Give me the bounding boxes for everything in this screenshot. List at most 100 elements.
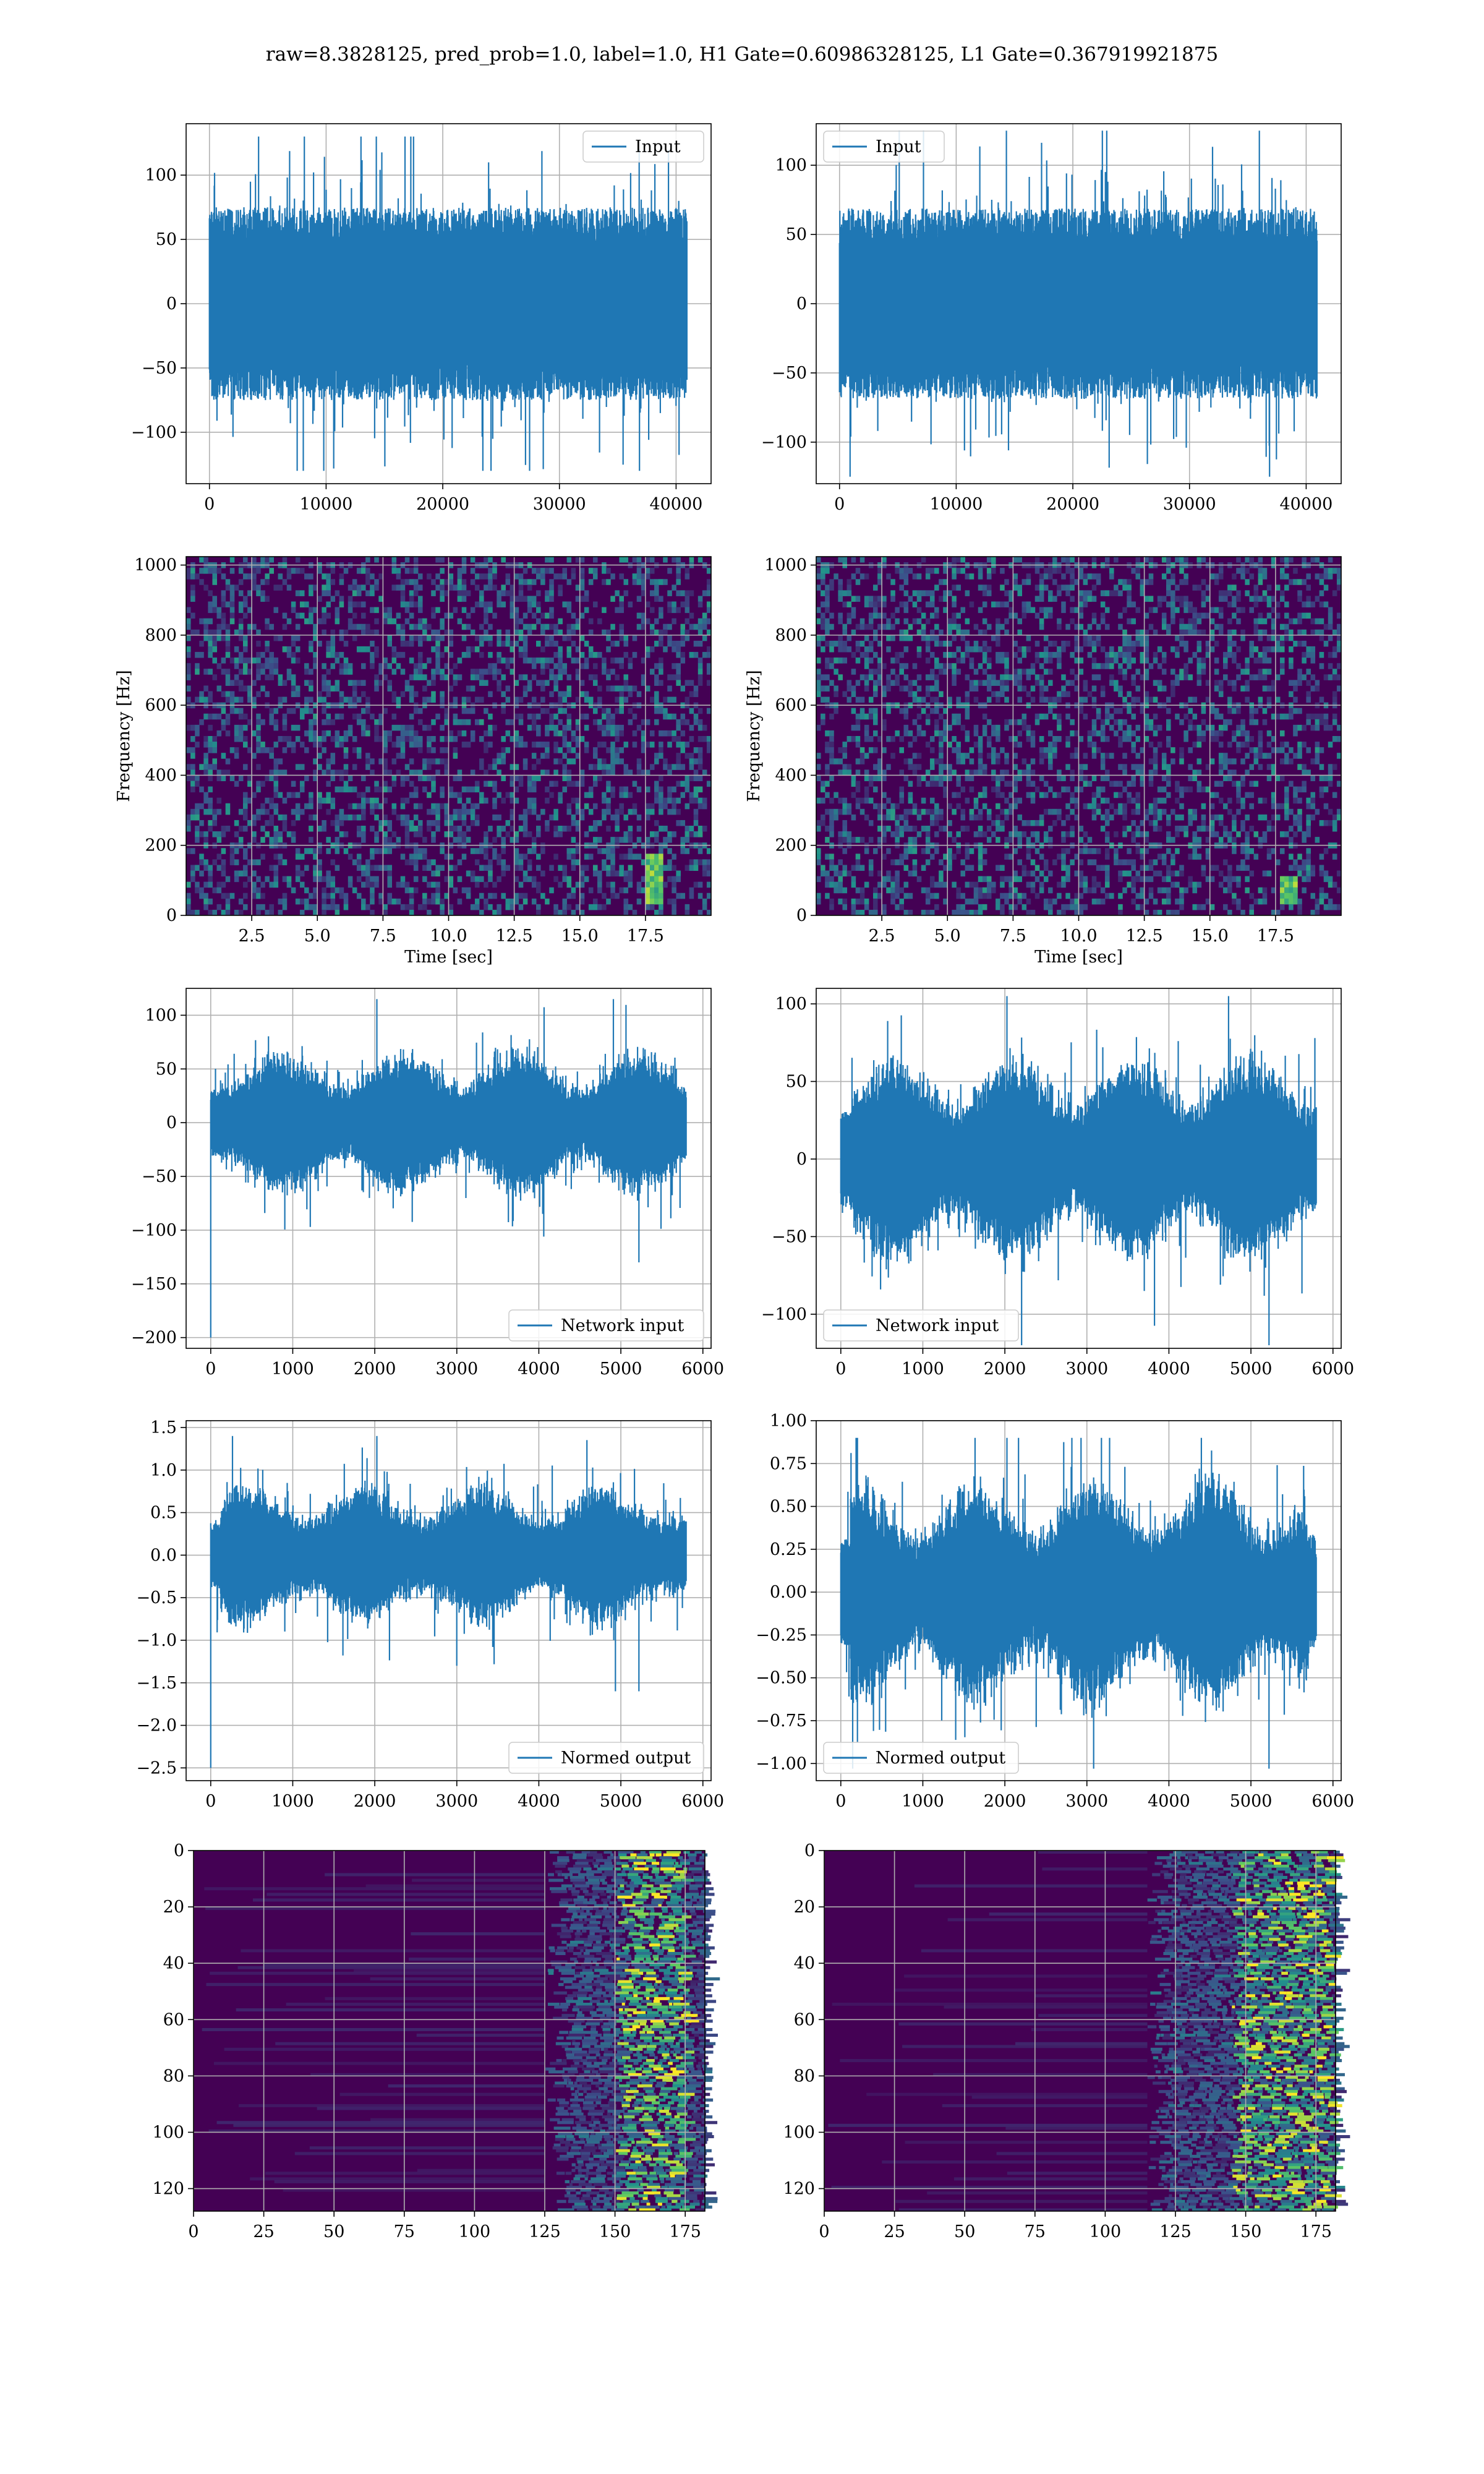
- y-tick-label: 200: [145, 836, 177, 855]
- y-tick-label: 60: [794, 2010, 815, 2029]
- y-tick-label: 40: [794, 1954, 815, 1973]
- x-tick-label: 3000: [1065, 1359, 1108, 1379]
- x-tick-label: 75: [1025, 2222, 1046, 2241]
- y-tick-label: 600: [775, 696, 807, 715]
- x-tick-label: 1000: [271, 1792, 314, 1811]
- x-tick-label: 12.5: [1126, 927, 1163, 946]
- x-tick-label: 7.5: [370, 927, 396, 946]
- y-tick-label: 600: [145, 696, 177, 715]
- x-tick-label: 75: [394, 2222, 415, 2241]
- x-tick-label: 5000: [600, 1792, 642, 1811]
- x-tick-label: 4000: [1148, 1359, 1190, 1379]
- x-tick-label: 0: [205, 1792, 216, 1811]
- y-tick-label: −0.5: [136, 1588, 177, 1607]
- x-tick-label: 1000: [271, 1359, 314, 1379]
- y-tick-label: −100: [131, 1221, 177, 1240]
- legend-label: Input: [876, 137, 921, 156]
- y-tick-label: 800: [775, 626, 807, 645]
- h1-feature-map-heatmap-cells: [202, 1851, 720, 2212]
- legend-label: Normed output: [876, 1748, 1005, 1768]
- y-tick-label: 100: [775, 995, 807, 1014]
- y-tick-label: 0: [166, 906, 177, 925]
- y-tick-label: 100: [152, 2123, 184, 2142]
- l1-spectrogram-xlabel: Time [sec]: [1034, 948, 1123, 967]
- y-tick-label: −50: [142, 359, 177, 378]
- x-tick-label: 5000: [1230, 1359, 1273, 1379]
- x-tick-label: 30000: [533, 495, 586, 514]
- l1-spectrogram-heatmap-cells: [816, 557, 1342, 916]
- legend-box: [823, 1742, 1019, 1774]
- h1-network-input-frame: [186, 988, 712, 1349]
- x-tick-label: 12.5: [496, 927, 533, 946]
- h1-spectrogram-xlabel: Time [sec]: [404, 948, 493, 967]
- y-tick-label: 40: [163, 1954, 184, 1973]
- x-tick-label: 0: [188, 2222, 198, 2241]
- y-tick-label: 0: [166, 294, 177, 314]
- x-tick-label: 17.5: [1257, 927, 1294, 946]
- l1-network-input-series-line: [840, 996, 1317, 1345]
- h1-normed-output-series-line: [210, 1436, 687, 1768]
- y-tick-label: −2.5: [136, 1758, 177, 1778]
- y-tick-label: −100: [761, 433, 807, 452]
- x-tick-label: 0: [834, 495, 845, 514]
- x-tick-label: 40000: [1279, 495, 1333, 514]
- l1-normed-output-legend: Normed output: [823, 1742, 1019, 1774]
- y-tick-label: 1000: [764, 556, 807, 575]
- h1-normed-output-frame: [186, 1420, 712, 1781]
- x-tick-label: 1000: [902, 1359, 944, 1379]
- x-tick-label: 2.5: [239, 927, 265, 946]
- x-tick-label: 2000: [354, 1359, 396, 1379]
- x-tick-label: 20000: [1046, 495, 1099, 514]
- l1-spectrogram-grid: [816, 557, 1341, 916]
- x-tick-label: 50: [954, 2222, 975, 2241]
- x-tick-label: 2000: [984, 1359, 1026, 1379]
- h1-input-axes: 0 10000 20000 30000 40000 −100 −50 0 50 100 Input: [131, 123, 712, 514]
- y-tick-label: 100: [775, 156, 807, 175]
- x-tick-label: 4000: [1148, 1792, 1190, 1811]
- x-tick-label: 15.0: [1192, 927, 1229, 946]
- h1-normed-output-axes: 0 1000 2000 3000 4000 5000 6000 −2.5 −2.0 −1.5 −1.…: [136, 1418, 724, 1811]
- y-tick-label: −1.00: [756, 1754, 807, 1773]
- x-tick-label: 2000: [984, 1792, 1026, 1811]
- x-tick-label: 150: [599, 2222, 631, 2241]
- legend-label: Network input: [876, 1316, 999, 1335]
- legend-box: [508, 1742, 704, 1774]
- h1-feature-map-frame: [193, 1850, 706, 2212]
- y-tick-label: −100: [131, 423, 177, 442]
- y-tick-label: 120: [783, 2180, 815, 2199]
- y-tick-label: 0.00: [770, 1583, 807, 1602]
- l1-feature-map-axes: 0 25 50 75 100 125 150 175 0 20 40 60 80 100 120: [783, 1841, 1350, 2241]
- h1-network-input-legend: Network input: [508, 1309, 704, 1342]
- h1-spectrogram-heatmap-cells: [186, 557, 712, 916]
- x-tick-label: 50: [323, 2222, 344, 2241]
- y-tick-label: 50: [156, 1059, 177, 1079]
- l1-normed-output-frame: [816, 1420, 1342, 1781]
- legend-box: [823, 1309, 1019, 1342]
- y-tick-label: 0: [796, 1150, 807, 1169]
- x-tick-label: 5.0: [934, 927, 961, 946]
- y-tick-label: 0: [804, 1841, 815, 1860]
- y-tick-label: −0.50: [756, 1669, 807, 1688]
- x-tick-label: 15.0: [561, 927, 599, 946]
- l1-input-series-line: [838, 131, 1318, 477]
- x-tick-label: 100: [459, 2222, 491, 2241]
- l1-feature-map-frame: [824, 1850, 1336, 2212]
- figure-suptitle: raw=8.3828125, pred_prob=1.0, label=1.0,…: [266, 43, 1218, 66]
- x-tick-label: 10000: [299, 495, 352, 514]
- x-tick-label: 2.5: [869, 927, 895, 946]
- x-tick-label: 3000: [435, 1359, 478, 1379]
- x-tick-label: 0: [204, 495, 215, 514]
- x-tick-label: 17.5: [627, 927, 664, 946]
- l1-spectrogram-ylabel: Frequency [Hz]: [744, 670, 764, 802]
- l1-network-input-legend: Network input: [823, 1309, 1019, 1342]
- y-tick-label: 20: [163, 1898, 184, 1917]
- x-tick-label: 5.0: [304, 927, 331, 946]
- y-tick-label: 50: [786, 1072, 807, 1092]
- x-tick-label: 10.0: [430, 927, 467, 946]
- y-tick-label: −0.25: [756, 1625, 807, 1645]
- x-tick-label: 1000: [902, 1792, 944, 1811]
- x-tick-label: 125: [529, 2222, 561, 2241]
- y-tick-label: −1.5: [136, 1674, 177, 1693]
- h1-spectrogram-ylabel: Frequency [Hz]: [114, 670, 134, 802]
- y-tick-label: −2.0: [136, 1716, 177, 1736]
